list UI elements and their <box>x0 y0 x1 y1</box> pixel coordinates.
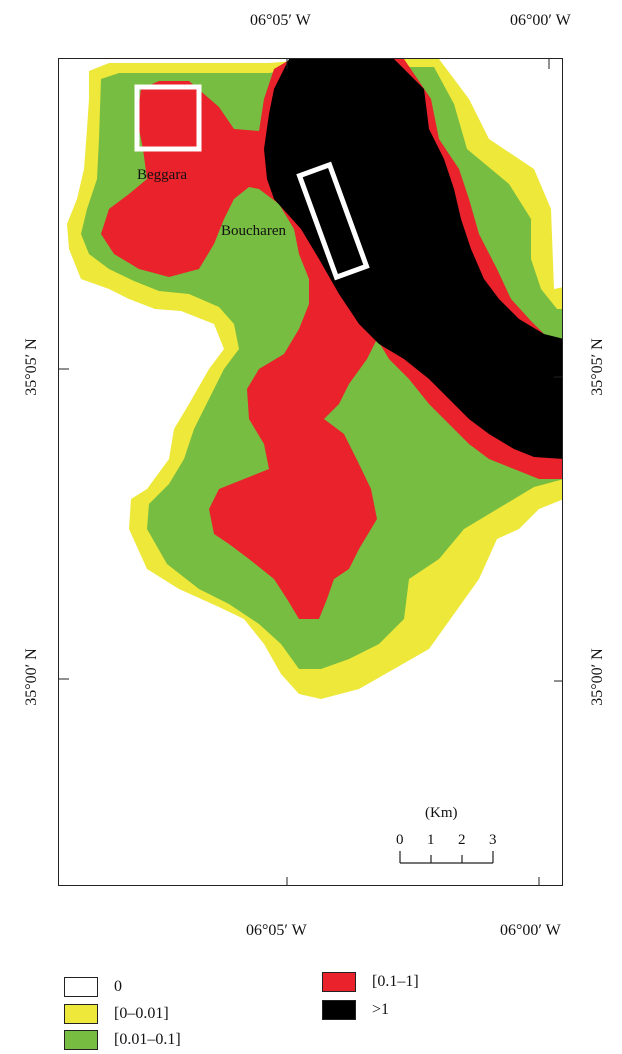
legend-item-3: [0.1–1] <box>322 972 419 992</box>
right-lat-label-lower: 35°00′ N <box>589 648 606 706</box>
legend-item-0: 0 <box>64 977 122 997</box>
zone-black <box>264 59 562 459</box>
legend-item-2: [0.01–0.1] <box>64 1030 181 1050</box>
boucharen-box <box>296 161 370 281</box>
legend-swatch-3 <box>322 972 356 992</box>
map-frame: Beggara Boucharen (Km) 0 1 2 3 <box>58 58 563 886</box>
bottom-lon-label-right: 06°00′ W <box>500 922 561 939</box>
map-svg: Beggara Boucharen (Km) 0 1 2 3 <box>59 59 562 885</box>
beggara-box <box>134 84 202 152</box>
legend-swatch-2 <box>64 1030 98 1050</box>
bottom-lon-label-left: 06°05′ W <box>246 922 307 939</box>
top-lon-label-right: 06°00′ W <box>510 12 571 29</box>
boucharen-label: Boucharen <box>221 223 286 239</box>
top-lon-label-left: 06°05′ W <box>250 12 311 29</box>
scale-bar <box>399 851 494 864</box>
legend-label-2: [0.01–0.1] <box>114 1031 181 1048</box>
legend-label-4: >1 <box>372 1001 390 1018</box>
left-lat-label-lower: 35°00′ N <box>23 648 40 706</box>
legend-item-1: [0–0.01] <box>64 1004 169 1024</box>
legend-label-3: [0.1–1] <box>372 973 419 990</box>
scale-tick-0: 0 <box>396 832 404 848</box>
scale-unit: (Km) <box>425 805 458 821</box>
legend-swatch-0 <box>64 977 98 997</box>
legend-swatch-1 <box>64 1004 98 1024</box>
scale-tick-3: 3 <box>489 832 497 848</box>
beggara-label: Beggara <box>137 167 187 183</box>
left-lat-label-upper: 35°05′ N <box>23 338 40 396</box>
legend-label-1: [0–0.01] <box>114 1005 169 1022</box>
right-lat-label-upper: 35°05′ N <box>589 338 606 396</box>
legend-swatch-4 <box>322 1000 356 1020</box>
legend-item-4: >1 <box>322 1000 389 1020</box>
legend-label-0: 0 <box>114 978 122 995</box>
scale-tick-1: 1 <box>427 832 435 848</box>
scale-tick-2: 2 <box>458 832 466 848</box>
